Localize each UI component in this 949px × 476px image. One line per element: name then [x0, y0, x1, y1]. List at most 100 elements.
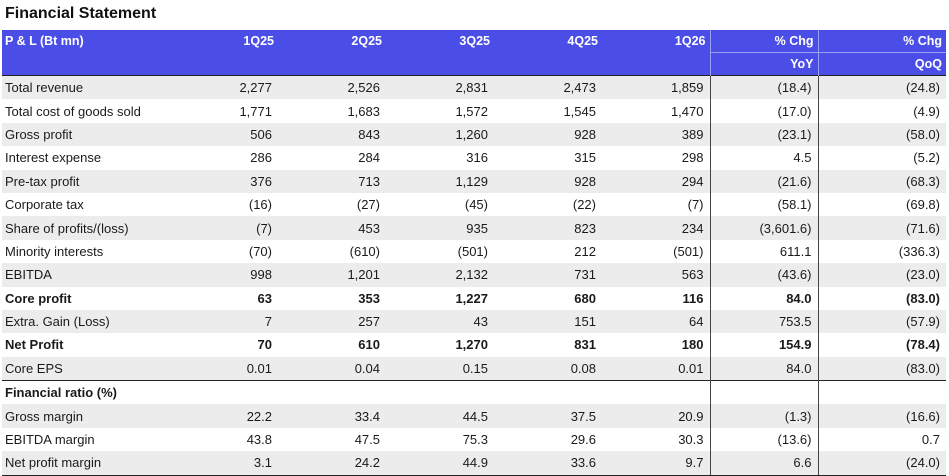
header-row-sub: YoY QoQ: [2, 52, 946, 76]
row-value: 680: [494, 286, 602, 310]
row-value: 0.01: [170, 356, 278, 381]
row-chg-qoq: (24.0): [817, 451, 946, 476]
header-qoq: QoQ: [817, 52, 946, 76]
row-value: 389: [602, 122, 710, 147]
table-row: Net Profit 70 610 1,270 831 180 154.9 (78.4): [2, 333, 946, 357]
row-chg-qoq: (71.6): [817, 216, 946, 240]
row-chg-yoy: (23.1): [709, 122, 818, 147]
row-chg-qoq: (78.4): [817, 333, 946, 357]
row-value: 3.1: [170, 451, 278, 476]
page-title: Financial Statement: [5, 5, 157, 22]
row-chg-qoq: (16.6): [817, 404, 946, 428]
table-row: Core profit 63 353 1,227 680 116 84.0 (83.0): [2, 286, 946, 310]
header-period: 1Q25: [170, 30, 278, 53]
table-row: Gross margin 22.2 33.4 44.5 37.5 20.9 (1.3) (16…: [2, 404, 946, 428]
row-value: 353: [278, 286, 386, 310]
row-chg-qoq: (336.3): [817, 239, 946, 264]
header-yoy: YoY: [709, 52, 818, 76]
table-row: Core EPS 0.01 0.04 0.15 0.08 0.01 84.0 (83.0): [2, 356, 946, 381]
table-row: Pre-tax profit 376 713 1,129 928 294 (21.6) (68…: [2, 169, 946, 193]
table-row: Gross profit 506 843 1,260 928 389 (23.1) (58.0…: [2, 122, 946, 147]
row-value: 7: [170, 309, 278, 334]
row-label: EBITDA margin: [2, 427, 170, 452]
row-value: 234: [602, 216, 710, 240]
section-title: Financial ratio (%): [2, 380, 170, 405]
row-chg-yoy: 611.1: [709, 239, 818, 264]
table-row: Interest expense 286 284 316 315 298 4.5 (5.2): [2, 146, 946, 170]
row-value: 44.9: [386, 451, 494, 476]
row-value: (27): [278, 192, 386, 217]
row-value: 2,526: [278, 75, 386, 100]
row-chg-qoq: (4.9): [817, 99, 946, 123]
row-chg-yoy: (3,601.6): [709, 216, 818, 240]
row-value: (45): [386, 192, 494, 217]
header-period: 3Q25: [386, 30, 494, 53]
row-value: 1,470: [602, 99, 710, 123]
header-period: 4Q25: [494, 30, 602, 53]
row-chg-qoq: (83.0): [817, 286, 946, 310]
row-chg-yoy: 6.6: [709, 451, 818, 476]
row-label: Gross profit: [2, 122, 170, 147]
row-value: 64: [602, 309, 710, 334]
row-chg-yoy: (43.6): [709, 263, 818, 287]
header-period: 2Q25: [278, 30, 386, 53]
table-row: Net profit margin 3.1 24.2 44.9 33.6 9.7 6.6 (2…: [2, 451, 946, 476]
row-value: 1,260: [386, 122, 494, 147]
header-chg-qoq: % Chg: [817, 30, 946, 53]
row-value: 30.3: [602, 427, 710, 452]
row-value: 831: [494, 333, 602, 357]
header-label: P & L (Bt mn): [2, 30, 170, 53]
row-value: (70): [170, 239, 278, 264]
row-value: 823: [494, 216, 602, 240]
row-value: 0.08: [494, 356, 602, 381]
row-value: 294: [602, 169, 710, 193]
row-value: 20.9: [602, 404, 710, 428]
table-row: EBITDA margin 43.8 47.5 75.3 29.6 30.3 (13.6) 0…: [2, 427, 946, 452]
row-chg-yoy: 753.5: [709, 309, 818, 334]
row-chg-qoq: (23.0): [817, 263, 946, 287]
row-value: 9.7: [602, 451, 710, 476]
row-value: 33.6: [494, 451, 602, 476]
row-value: 713: [278, 169, 386, 193]
row-value: 843: [278, 122, 386, 147]
row-chg-yoy: (1.3): [709, 404, 818, 428]
row-value: 298: [602, 146, 710, 170]
row-value: (610): [278, 239, 386, 264]
row-chg-qoq: (57.9): [817, 309, 946, 334]
row-chg-qoq: (5.2): [817, 146, 946, 170]
row-value: 70: [170, 333, 278, 357]
row-value: 610: [278, 333, 386, 357]
header-period: 1Q26: [602, 30, 710, 53]
row-label: Share of profits/(loss): [2, 216, 170, 240]
row-chg-qoq: (24.8): [817, 75, 946, 100]
row-value: (16): [170, 192, 278, 217]
table-row: Extra. Gain (Loss) 7 257 43 151 64 753.5 (57.9): [2, 309, 946, 334]
row-chg-yoy: (13.6): [709, 427, 818, 452]
row-value: 1,270: [386, 333, 494, 357]
row-chg-yoy: (18.4): [709, 75, 818, 100]
row-value: 2,277: [170, 75, 278, 100]
row-value: (22): [494, 192, 602, 217]
row-chg-qoq: (68.3): [817, 169, 946, 193]
table-row: Corporate tax (16) (27) (45) (22) (7) (58.1) (6…: [2, 192, 946, 217]
row-value: 1,201: [278, 263, 386, 287]
row-value: 37.5: [494, 404, 602, 428]
row-chg-yoy: (58.1): [709, 192, 818, 217]
row-chg-yoy: 4.5: [709, 146, 818, 170]
row-value: 453: [278, 216, 386, 240]
row-value: 22.2: [170, 404, 278, 428]
row-value: 24.2: [278, 451, 386, 476]
row-label: Total revenue: [2, 75, 170, 100]
row-chg-yoy: 154.9: [709, 333, 818, 357]
row-value: 63: [170, 286, 278, 310]
row-value: 2,132: [386, 263, 494, 287]
row-value: 928: [494, 122, 602, 147]
row-value: 563: [602, 263, 710, 287]
row-label: EBITDA: [2, 263, 170, 287]
row-chg-qoq: (83.0): [817, 356, 946, 381]
row-label: Interest expense: [2, 146, 170, 170]
row-value: 1,683: [278, 99, 386, 123]
row-chg-yoy: 84.0: [709, 356, 818, 381]
row-value: 29.6: [494, 427, 602, 452]
table-row: Total revenue 2,277 2,526 2,831 2,473 1,859 (1…: [2, 75, 946, 100]
